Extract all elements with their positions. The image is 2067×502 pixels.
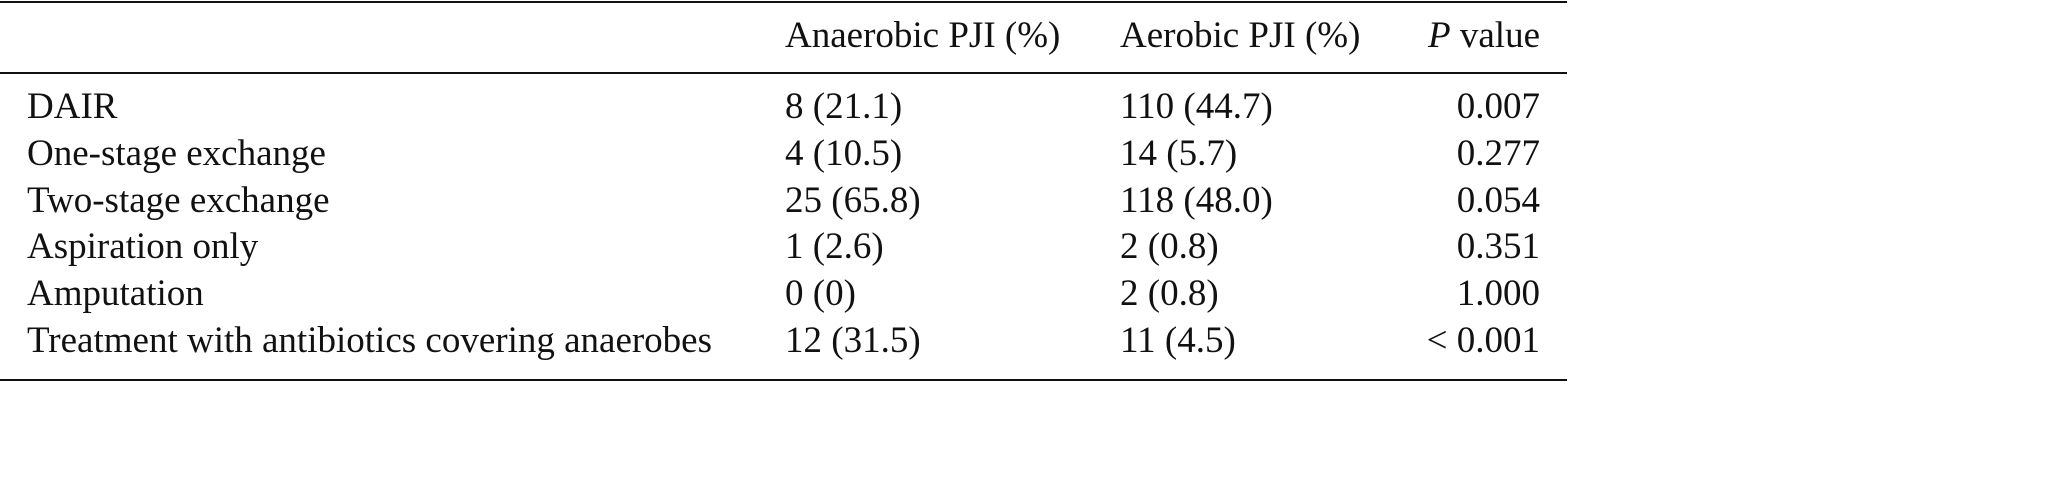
p-value: 0.007 (1456, 86, 1540, 127)
row-label: Amputation (27, 273, 204, 315)
cell-value: 25 (65.8) (785, 179, 921, 221)
p-value: < 0.001 (1426, 320, 1540, 361)
p-symbol: P (1428, 15, 1451, 56)
row-label: One-stage exchange (27, 132, 326, 174)
cell-value: 0 (0) (785, 273, 856, 315)
cell-value: 11 (4.5) (1120, 320, 1236, 361)
p-value: 0.351 (1456, 226, 1540, 268)
cell-value: 118 (48.0) (1120, 179, 1273, 221)
row-label: Aspiration only (27, 226, 259, 268)
cell-value: 1 (2.6) (785, 226, 884, 268)
top-rule (0, 1, 1567, 3)
cell-value: 2 (0.8) (1120, 226, 1219, 268)
column-header: P value (1428, 13, 1540, 59)
p-value: 0.277 (1456, 132, 1540, 174)
column-header: Anaerobic PJI (%) (785, 15, 1061, 56)
row-label: Treatment with antibiotics covering anae… (27, 320, 713, 361)
row-label: Two-stage exchange (27, 179, 330, 221)
cell-value: 12 (31.5) (785, 320, 921, 361)
column-header: Aerobic PJI (%) (1120, 15, 1361, 56)
cell-value: 4 (10.5) (785, 132, 903, 174)
cell-value: 8 (21.1) (785, 86, 903, 127)
cell-value: 14 (5.7) (1120, 132, 1238, 174)
p-value: 1.000 (1456, 273, 1540, 315)
p-value: 0.054 (1456, 179, 1540, 221)
cell-value: 2 (0.8) (1120, 273, 1219, 315)
bottom-rule (0, 379, 1567, 381)
cell-value: 110 (44.7) (1120, 86, 1273, 127)
p-label: value (1459, 15, 1540, 56)
header-rule (0, 72, 1567, 74)
row-label: DAIR (27, 86, 118, 127)
